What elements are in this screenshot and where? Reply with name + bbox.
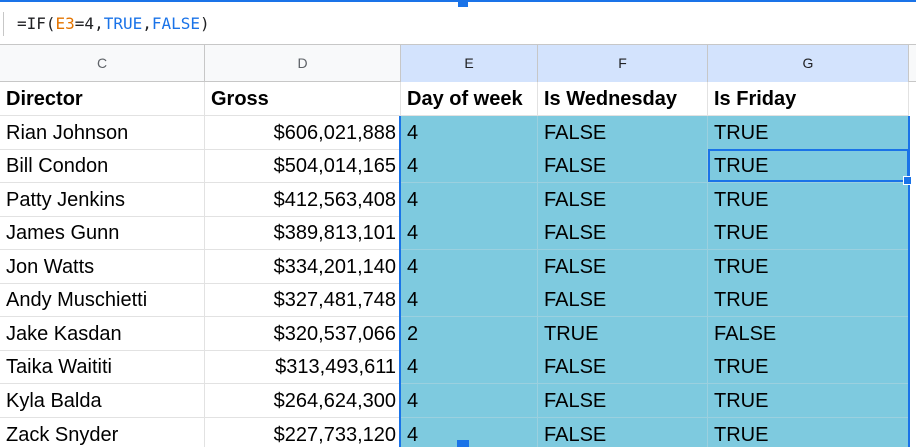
is-wednesday-cell[interactable]: FALSE xyxy=(538,418,708,447)
day-of-week-cell[interactable]: 4 xyxy=(401,149,538,183)
day-of-week-cell[interactable]: 4 xyxy=(401,216,538,250)
formula-bar[interactable]: =IF(E3=4,TRUE,FALSE) xyxy=(0,0,916,44)
is-wednesday-cell[interactable]: FALSE xyxy=(538,350,708,384)
selection-resize-handle[interactable] xyxy=(457,440,469,447)
header-cell-day-of-week[interactable]: Day of week xyxy=(401,82,538,116)
formula-token-fn: =IF( xyxy=(17,14,56,33)
is-friday-cell[interactable]: TRUE xyxy=(708,350,909,384)
is-wednesday-cell[interactable]: FALSE xyxy=(538,116,708,150)
director-cell[interactable]: Patty Jenkins xyxy=(0,183,205,217)
column-header-d[interactable]: D xyxy=(205,45,401,82)
director-cell[interactable]: Rian Johnson xyxy=(0,116,205,150)
table-row: Taika Waititi $313,493,611 4 FALSE TRUE xyxy=(0,350,916,384)
gross-cell[interactable]: $320,537,066 xyxy=(205,317,401,351)
header-cell-is-wednesday[interactable]: Is Wednesday xyxy=(538,82,708,116)
day-of-week-cell[interactable]: 4 xyxy=(401,384,538,418)
formula-text[interactable]: =IF(E3=4,TRUE,FALSE) xyxy=(17,14,210,33)
table-row: Andy Muschietti $327,481,748 4 FALSE TRU… xyxy=(0,283,916,317)
table-row: Patty Jenkins $412,563,408 4 FALSE TRUE xyxy=(0,183,916,217)
header-row: Director Gross Day of week Is Wednesday … xyxy=(0,82,916,116)
formula-token-comma: , xyxy=(142,14,152,33)
day-of-week-cell[interactable]: 2 xyxy=(401,317,538,351)
gross-cell[interactable]: $389,813,101 xyxy=(205,216,401,250)
gross-cell[interactable]: $327,481,748 xyxy=(205,283,401,317)
is-friday-cell[interactable]: TRUE xyxy=(708,216,909,250)
header-cell-is-friday[interactable]: Is Friday xyxy=(708,82,909,116)
is-wednesday-cell[interactable]: FALSE xyxy=(538,250,708,284)
gross-cell[interactable]: $504,014,165 xyxy=(205,149,401,183)
day-of-week-cell[interactable]: 4 xyxy=(401,183,538,217)
table-row: Jake Kasdan $320,537,066 2 TRUE FALSE xyxy=(0,317,916,351)
director-cell[interactable]: Jon Watts xyxy=(0,250,205,284)
day-of-week-cell[interactable]: 4 xyxy=(401,418,538,447)
director-cell[interactable]: Andy Muschietti xyxy=(0,283,205,317)
header-cell-director[interactable]: Director xyxy=(0,82,205,116)
is-wednesday-cell[interactable]: FALSE xyxy=(538,149,708,183)
column-header-c[interactable]: C xyxy=(0,45,205,82)
is-friday-cell[interactable]: TRUE xyxy=(708,250,909,284)
column-header-e[interactable]: E xyxy=(401,45,538,82)
formula-token-false: FALSE xyxy=(151,14,201,33)
director-cell[interactable]: James Gunn xyxy=(0,216,205,250)
director-cell[interactable]: Taika Waititi xyxy=(0,350,205,384)
is-friday-cell[interactable]: FALSE xyxy=(708,317,909,351)
gross-cell[interactable]: $334,201,140 xyxy=(205,250,401,284)
header-cell-gross[interactable]: Gross xyxy=(205,82,401,116)
is-wednesday-cell[interactable]: TRUE xyxy=(538,317,708,351)
formula-token-true: TRUE xyxy=(103,14,143,33)
is-friday-cell[interactable]: TRUE xyxy=(708,283,909,317)
director-cell[interactable]: Zack Snyder xyxy=(0,418,205,447)
day-of-week-cell[interactable]: 4 xyxy=(401,250,538,284)
gross-cell[interactable]: $606,021,888 xyxy=(205,116,401,150)
is-friday-cell[interactable]: TRUE xyxy=(708,183,909,217)
day-of-week-cell[interactable]: 4 xyxy=(401,350,538,384)
is-wednesday-cell[interactable]: FALSE xyxy=(538,183,708,217)
formula-token-comparison: =4, xyxy=(74,14,104,33)
is-wednesday-cell[interactable]: FALSE xyxy=(538,216,708,250)
is-friday-cell[interactable]: TRUE xyxy=(708,116,909,150)
is-friday-cell[interactable]: TRUE xyxy=(708,384,909,418)
day-of-week-cell[interactable]: 4 xyxy=(401,283,538,317)
formula-bar-resize-handle[interactable] xyxy=(458,0,468,7)
gross-cell[interactable]: $412,563,408 xyxy=(205,183,401,217)
table-row: Bill Condon $504,014,165 4 FALSE TRUE xyxy=(0,149,916,183)
column-header-row: C D E F G xyxy=(0,44,916,82)
table-row: James Gunn $389,813,101 4 FALSE TRUE xyxy=(0,216,916,250)
formula-token-cell-reference: E3 xyxy=(55,14,75,33)
day-of-week-cell[interactable]: 4 xyxy=(401,116,538,150)
director-cell[interactable]: Bill Condon xyxy=(0,149,205,183)
is-friday-cell[interactable]: TRUE xyxy=(708,149,909,183)
column-header-f[interactable]: F xyxy=(538,45,708,82)
table-row: Jon Watts $334,201,140 4 FALSE TRUE xyxy=(0,250,916,284)
gross-cell[interactable]: $264,624,300 xyxy=(205,384,401,418)
formula-token-close: ) xyxy=(200,14,210,33)
gross-cell[interactable]: $313,493,611 xyxy=(205,350,401,384)
fill-handle[interactable] xyxy=(903,176,912,185)
table-row: Rian Johnson $606,021,888 4 FALSE TRUE xyxy=(0,116,916,150)
is-wednesday-cell[interactable]: FALSE xyxy=(538,283,708,317)
table-row: Kyla Balda $264,624,300 4 FALSE TRUE xyxy=(0,384,916,418)
director-cell[interactable]: Kyla Balda xyxy=(0,384,205,418)
gross-cell[interactable]: $227,733,120 xyxy=(205,418,401,447)
column-header-g[interactable]: G xyxy=(708,45,909,82)
is-friday-cell[interactable]: TRUE xyxy=(708,418,909,447)
director-cell[interactable]: Jake Kasdan xyxy=(0,317,205,351)
table-row: Zack Snyder $227,733,120 4 FALSE TRUE xyxy=(0,418,916,447)
formula-bar-divider xyxy=(3,12,4,36)
is-wednesday-cell[interactable]: FALSE xyxy=(538,384,708,418)
